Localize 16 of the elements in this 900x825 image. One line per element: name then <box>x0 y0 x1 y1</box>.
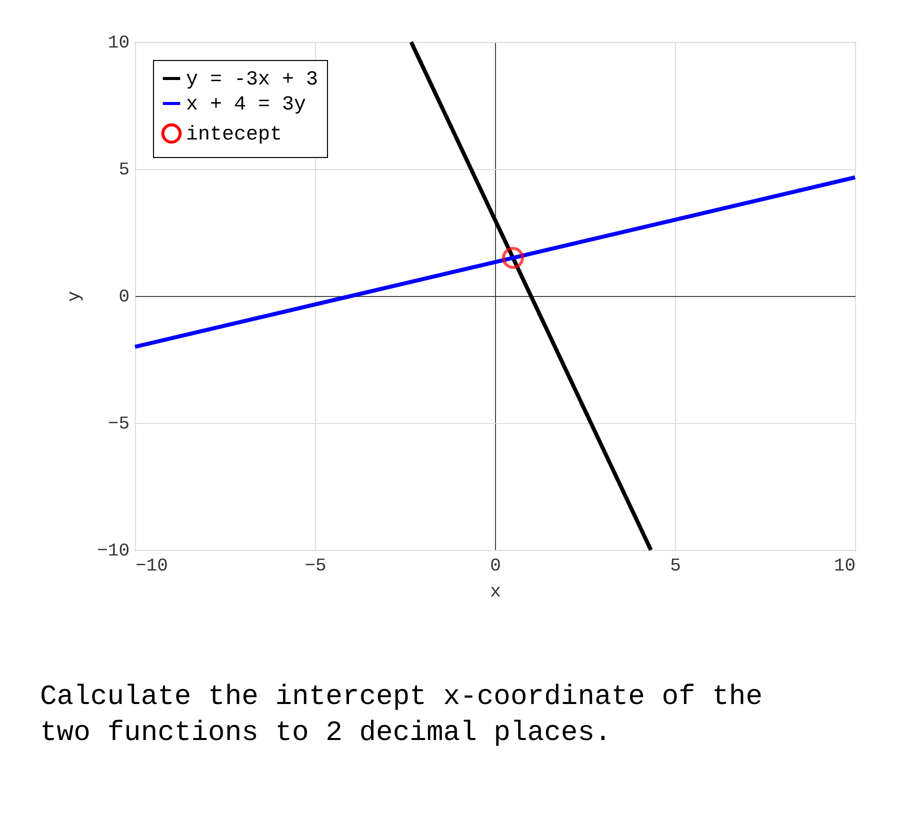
text: Calculate the intercept x-coordinate of the two functions to 2 decimal places. <box>40 681 764 751</box>
y-tick-label: 0 <box>118 288 130 308</box>
y-tick-label: −10 <box>97 542 130 562</box>
legend-label: x + 4 = 3y <box>186 94 306 116</box>
y-tick-label: −5 <box>108 414 130 434</box>
x-tick-label: 10 <box>834 556 856 576</box>
x-tick-label: 5 <box>670 556 681 576</box>
y-tick-label: 10 <box>108 34 130 54</box>
y-tick-label: 5 <box>118 160 130 180</box>
legend-label: intecept <box>186 124 282 146</box>
x-tick-label: −10 <box>136 556 168 576</box>
y-axis-title: y <box>65 290 86 302</box>
x-tick-label: −5 <box>304 556 326 576</box>
x-axis-title: x <box>490 582 501 602</box>
legend-label: y = -3x + 3 <box>186 68 318 92</box>
x-tick-label: 0 <box>490 556 501 576</box>
